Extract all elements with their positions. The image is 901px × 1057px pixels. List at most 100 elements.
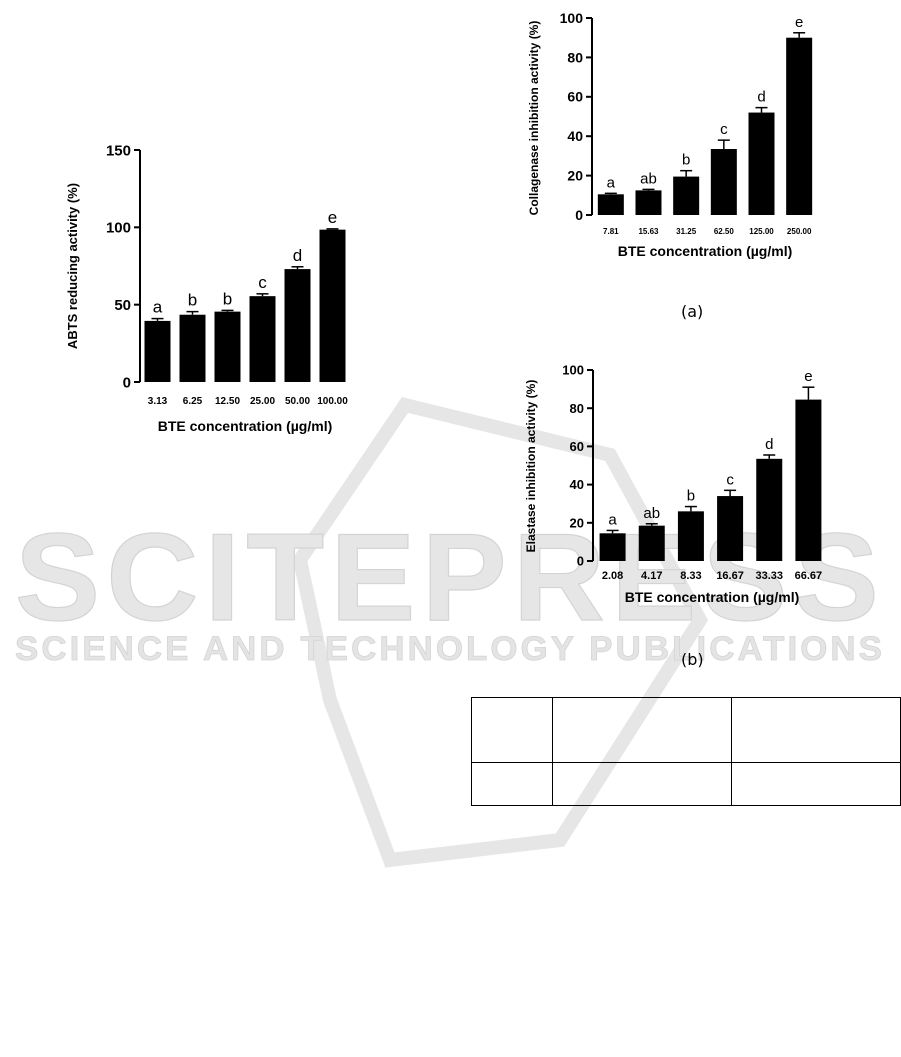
table-row	[471, 697, 901, 763]
panel-label-a: (a)	[681, 302, 704, 321]
y-tick-label: 100	[562, 363, 584, 378]
bar	[635, 190, 662, 215]
bar	[756, 458, 783, 561]
x-tick-label: 50.00	[285, 396, 310, 407]
x-tick-label: 8.33	[680, 570, 701, 582]
significance-label: e	[804, 368, 812, 385]
bars: a ab b c d e	[599, 368, 822, 561]
significance-label: a	[607, 174, 616, 191]
x-axis-title: BTE concentration (µg/ml)	[625, 589, 800, 605]
y-tick-label: 80	[567, 49, 583, 65]
x-tick-label: 250.00	[787, 227, 812, 236]
x-tick-label: 4.17	[641, 570, 662, 582]
panel-label-b: (b)	[681, 650, 704, 669]
y-tick-label: 50	[114, 297, 131, 314]
bar	[319, 229, 346, 382]
bar	[795, 399, 822, 561]
significance-label: d	[293, 246, 302, 265]
y-tick-label: 80	[570, 401, 584, 416]
bar	[710, 149, 737, 215]
x-axis-ticks: 3.13 6.25 12.50 25.00 50.00 100.00	[148, 396, 348, 407]
x-tick-label: 62.50	[714, 227, 735, 236]
significance-label: e	[328, 208, 337, 227]
table-cell	[731, 697, 901, 763]
significance-label: b	[223, 289, 232, 308]
y-tick-label: 60	[570, 439, 584, 454]
bar	[786, 37, 813, 216]
significance-label: d	[757, 89, 765, 106]
x-tick-label: 100.00	[317, 396, 348, 407]
y-axis-ticks: 0 20 40 60 80 100	[562, 363, 593, 569]
x-tick-label: 12.50	[215, 396, 240, 407]
bar	[597, 194, 624, 215]
y-tick-label: 20	[570, 515, 584, 530]
x-axis-title: BTE concentration (µg/ml)	[158, 418, 333, 434]
bar	[179, 314, 206, 382]
bar	[249, 296, 276, 382]
table-cell	[552, 697, 732, 763]
bar	[144, 320, 171, 382]
y-tick-label: 0	[123, 374, 131, 391]
significance-label: ab	[643, 505, 660, 522]
table-cell	[552, 762, 732, 806]
y-axis-ticks: 0 20 40 60 80 100	[560, 10, 592, 223]
y-tick-label: 150	[106, 142, 131, 159]
bar	[638, 525, 665, 561]
collagenase-bar-chart: 0 20 40 60 80 100 a ab b c d e 7.81 15.63 31.25 62.50…	[527, 10, 813, 259]
significance-label: a	[608, 511, 617, 528]
table-cell	[471, 697, 553, 763]
y-tick-label: 40	[567, 128, 583, 144]
bar	[599, 533, 626, 561]
significance-label: c	[726, 471, 734, 488]
y-tick-label: 100	[560, 10, 584, 26]
y-tick-label: 40	[570, 477, 584, 492]
bars: a b b c d e	[144, 208, 346, 382]
y-tick-label: 60	[567, 89, 583, 105]
x-tick-label: 6.25	[183, 396, 203, 407]
significance-label: a	[153, 298, 163, 317]
y-axis-title: ABTS reducing activity (%)	[65, 183, 80, 349]
x-axis-title: BTE concentration (µg/ml)	[618, 243, 793, 259]
significance-label: b	[687, 488, 695, 505]
x-tick-label: 16.67	[716, 570, 744, 582]
bar	[677, 511, 704, 561]
significance-label: b	[682, 152, 690, 169]
significance-label: b	[188, 291, 197, 310]
significance-label: c	[720, 121, 728, 138]
x-tick-label: 125.00	[749, 227, 774, 236]
x-tick-label: 7.81	[603, 227, 619, 236]
y-tick-label: 100	[106, 220, 131, 237]
significance-label: c	[258, 273, 267, 292]
elastase-bar-chart: 0 20 40 60 80 100 a ab b c d e 2.08 4.17 8.33 16.67 33…	[524, 363, 822, 605]
x-axis-ticks: 2.08 4.17 8.33 16.67 33.33 66.67	[602, 570, 822, 582]
x-tick-label: 3.13	[148, 396, 168, 407]
bar	[214, 311, 241, 382]
bars: a ab b c d e	[597, 14, 813, 216]
bar	[673, 176, 700, 215]
x-axis-ticks: 7.81 15.63 31.25 62.50 125.00 250.00	[603, 227, 812, 236]
watermark-subtitle: SCIENCE AND TECHNOLOGY PUBLICATIONS	[15, 630, 885, 668]
abts-bar-chart: 0 50 100 150 a b b c d e 3.13 6.25 12.50 25.00 50.00…	[65, 142, 348, 434]
x-tick-label: 66.67	[795, 570, 823, 582]
x-tick-label: 2.08	[602, 570, 623, 582]
y-tick-label: 0	[577, 554, 584, 569]
y-tick-label: 20	[567, 168, 583, 184]
data-table-stub	[471, 697, 901, 806]
bar	[748, 112, 775, 215]
table-cell	[731, 762, 901, 806]
table-row	[471, 762, 901, 806]
x-tick-label: 15.63	[638, 227, 659, 236]
significance-label: e	[795, 14, 803, 31]
y-axis-ticks: 0 50 100 150	[106, 142, 140, 391]
significance-label: d	[765, 436, 773, 453]
bar	[717, 496, 744, 561]
y-tick-label: 0	[575, 207, 583, 223]
x-tick-label: 25.00	[250, 396, 275, 407]
significance-label: ab	[640, 170, 657, 187]
y-axis-title: Collagenase inhibition activity (%)	[527, 21, 541, 216]
table-cell	[471, 762, 553, 806]
bar	[284, 269, 311, 382]
x-tick-label: 33.33	[755, 570, 783, 582]
y-axis-title: Elastase inhibition activity (%)	[524, 380, 538, 553]
x-tick-label: 31.25	[676, 227, 697, 236]
